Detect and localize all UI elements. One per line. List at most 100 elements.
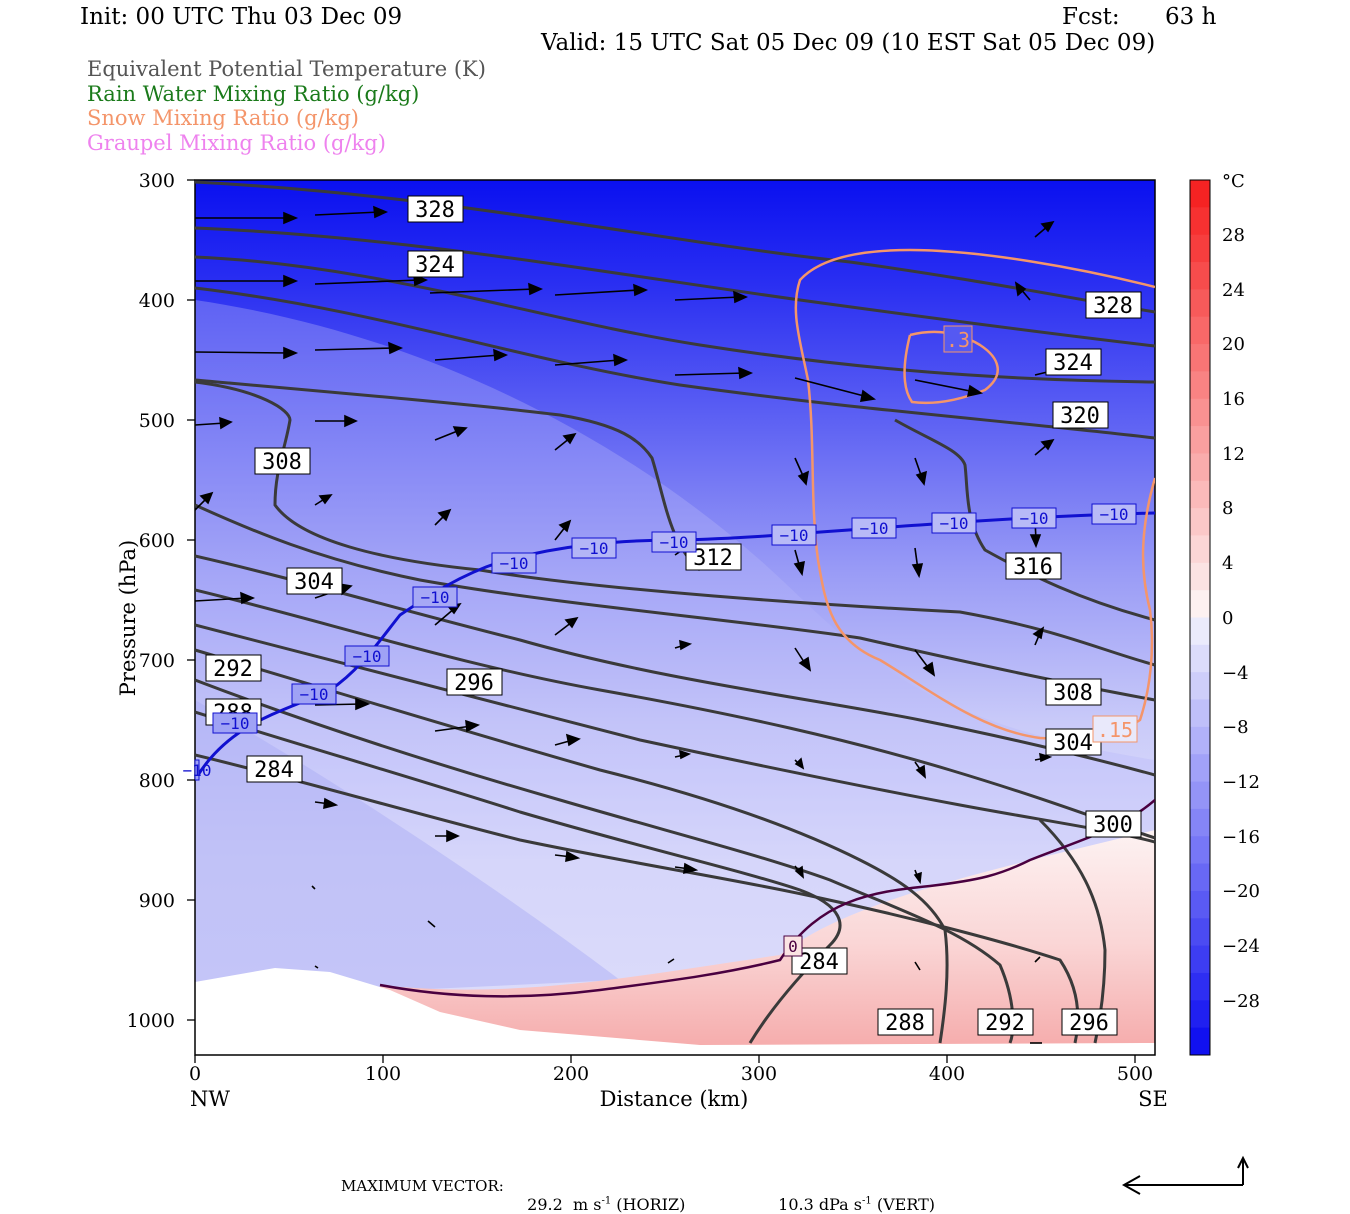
legend-graupel: Graupel Mixing Ratio (g/kg) xyxy=(87,131,386,155)
colorbar-cell xyxy=(1190,180,1210,208)
colorbar-tick-label: 28 xyxy=(1222,225,1245,246)
colorbar-cell xyxy=(1190,781,1210,810)
forecast-label: Fcst: xyxy=(1062,4,1120,30)
label-box: −10 xyxy=(1091,503,1137,525)
colorbar-tick-label: −4 xyxy=(1222,663,1249,684)
axis-ticks xyxy=(187,179,1136,1063)
colorbar-cell xyxy=(1190,508,1210,536)
vert-exponent: -1 xyxy=(862,1195,872,1207)
colorbar-cell xyxy=(1190,480,1210,509)
colorbar-tick-label: 4 xyxy=(1222,553,1233,574)
theta-e-label: 300 xyxy=(1093,813,1133,838)
colorbar-cell xyxy=(1190,426,1210,454)
colorbar-tick-label: 24 xyxy=(1222,280,1245,301)
vert-tag: (VERT) xyxy=(876,1195,936,1214)
theta-e-label: 312 xyxy=(693,546,733,571)
y-tick-label: 900 xyxy=(139,890,175,912)
wind-vector xyxy=(554,519,572,541)
wind-vector xyxy=(315,414,358,428)
y-tick-label: 300 xyxy=(139,170,175,192)
wind-vector xyxy=(794,457,810,486)
label-box: −10 xyxy=(651,531,697,553)
label-box: 304 xyxy=(286,567,343,595)
colorbar-tick-label: −8 xyxy=(1222,717,1249,738)
theta-e-label: 328 xyxy=(1093,294,1133,319)
theta-e-label: 284 xyxy=(254,758,294,783)
wind-vector xyxy=(435,829,460,843)
colorbar-cell xyxy=(1190,262,1210,290)
max-vector-label: MAXIMUM VECTOR: xyxy=(341,1177,504,1195)
theta-e-label: 288 xyxy=(885,1011,925,1036)
label-box: 292 xyxy=(977,1008,1034,1036)
wind-vector xyxy=(667,958,675,964)
wind-vector xyxy=(674,639,693,651)
colorbar-cell xyxy=(1190,836,1210,865)
horiz-tag: (HORIZ) xyxy=(616,1195,686,1214)
label-box: 0 xyxy=(783,935,803,957)
colorbar-cell xyxy=(1190,644,1210,673)
label-box: 324 xyxy=(1045,348,1102,376)
wind-vector xyxy=(194,416,233,430)
colorbar-cell xyxy=(1190,945,1210,974)
wind-vector xyxy=(1034,438,1055,456)
colorbar-tick-label: 0 xyxy=(1222,608,1233,629)
colorbar-cell xyxy=(1190,863,1210,892)
label-box: −10 xyxy=(1011,507,1057,529)
label-box: −10 xyxy=(183,759,211,781)
wind-vector xyxy=(429,282,544,296)
wind-vector xyxy=(914,961,921,971)
colorbar-tick-label: 12 xyxy=(1222,444,1245,465)
colorbar-cell xyxy=(1190,207,1210,236)
theta-e-label: 320 xyxy=(1060,404,1100,429)
wind-vector xyxy=(314,341,404,355)
wind-vector xyxy=(554,850,581,863)
isotherm-label: −10 xyxy=(221,714,250,733)
x-axis-label: Distance (km) xyxy=(600,1087,749,1111)
snow-label: .3 xyxy=(946,328,970,352)
wind-vector xyxy=(311,885,316,890)
wind-vector xyxy=(914,379,984,398)
colorbar-unit: °C xyxy=(1222,171,1245,192)
y-tick-label: 600 xyxy=(139,530,175,552)
wind-vector xyxy=(434,719,480,733)
label-box: .3 xyxy=(943,325,973,353)
wind-vector xyxy=(674,749,692,760)
isotherm-label: −10 xyxy=(421,588,450,607)
label-box: −10 xyxy=(931,512,977,534)
isotherm-zero xyxy=(379,799,1155,998)
wind-vector xyxy=(554,432,577,451)
isotherm-label: −10 xyxy=(660,533,689,552)
wind-vector xyxy=(554,733,581,747)
wind-vector xyxy=(914,761,926,779)
snow-label: .15 xyxy=(1097,718,1133,742)
label-box: −10 xyxy=(291,683,337,705)
label-box: 300 xyxy=(1085,810,1142,838)
legend-theta-e: Equivalent Potential Temperature (K) xyxy=(87,57,486,81)
wind-vector xyxy=(674,862,699,875)
wind-vector xyxy=(314,697,371,711)
valid-time: Valid: 15 UTC Sat 05 Dec 09 (10 EST Sat … xyxy=(541,30,1156,56)
wind-vector xyxy=(195,211,299,225)
x-tick-label: 100 xyxy=(365,1063,401,1085)
colorbar-cell xyxy=(1190,562,1210,591)
theta-e-label: 304 xyxy=(294,570,334,595)
colorbar-tick-label: −28 xyxy=(1222,991,1260,1012)
wind-vector xyxy=(194,591,256,605)
wind-vector xyxy=(314,965,319,969)
x-end-left: NW xyxy=(190,1087,230,1111)
label-box: −10 xyxy=(344,645,390,667)
x-end-right: SE xyxy=(1138,1087,1168,1111)
label-box: 296 xyxy=(446,668,503,696)
wind-vector xyxy=(793,549,805,577)
wind-vector xyxy=(674,366,754,380)
vert-value: 10.3 xyxy=(778,1195,814,1214)
wind-vector xyxy=(1034,220,1055,238)
label-box: 304 xyxy=(1045,728,1102,756)
isotherm-labels: −10 −10 −10 −10 −10 −10 −10 −10 −10 −10 … xyxy=(183,503,1137,957)
y-tick-label: 400 xyxy=(139,290,175,312)
x-tick-label: 200 xyxy=(553,1063,589,1085)
x-tick-label: 400 xyxy=(929,1063,965,1085)
horiz-value: 29.2 xyxy=(527,1195,563,1214)
colorbar: °C 28 24 20 16 12 8 4 0 −4 −8 −12 −16 −2… xyxy=(1189,171,1260,1056)
